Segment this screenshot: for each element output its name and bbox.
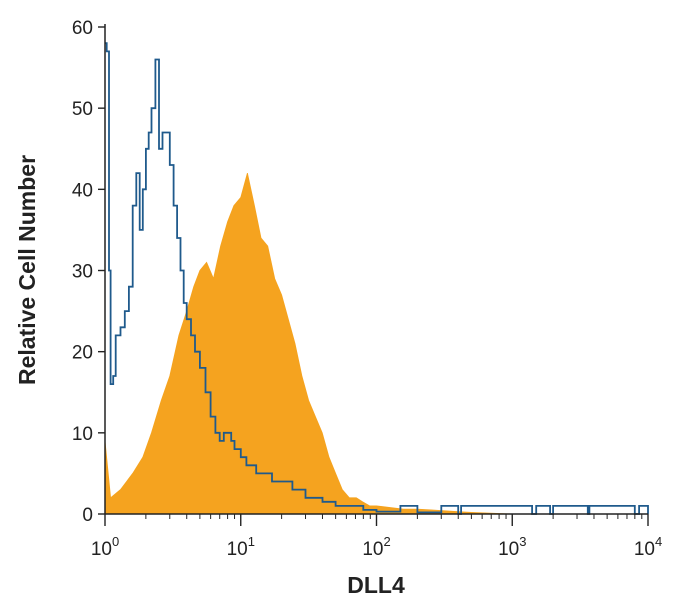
x-axis-title: DLL4 [347, 572, 405, 598]
series-filled-histogram [104, 172, 648, 515]
x-tick-label: 103 [498, 534, 526, 560]
axes-layer: 0 10 20 30 40 50 60 100 101 102 103 104 [72, 18, 662, 560]
y-tick-label: 50 [72, 99, 93, 120]
series-outline-histogram [105, 42, 649, 515]
y-tick-label: 10 [72, 424, 93, 445]
series-layer [104, 42, 649, 515]
y-axis-title: Relative Cell Number [14, 155, 40, 385]
y-tick-label: 60 [72, 18, 93, 39]
x-tick-label: 104 [634, 534, 662, 560]
y-tick-label: 30 [72, 262, 93, 283]
x-tick-label: 102 [362, 534, 390, 560]
y-tick-label: 40 [72, 180, 93, 201]
x-tick-label: 101 [227, 534, 255, 560]
x-tick-label: 100 [91, 534, 119, 560]
y-tick-label: 20 [72, 343, 93, 364]
y-tick-label: 0 [82, 505, 93, 526]
